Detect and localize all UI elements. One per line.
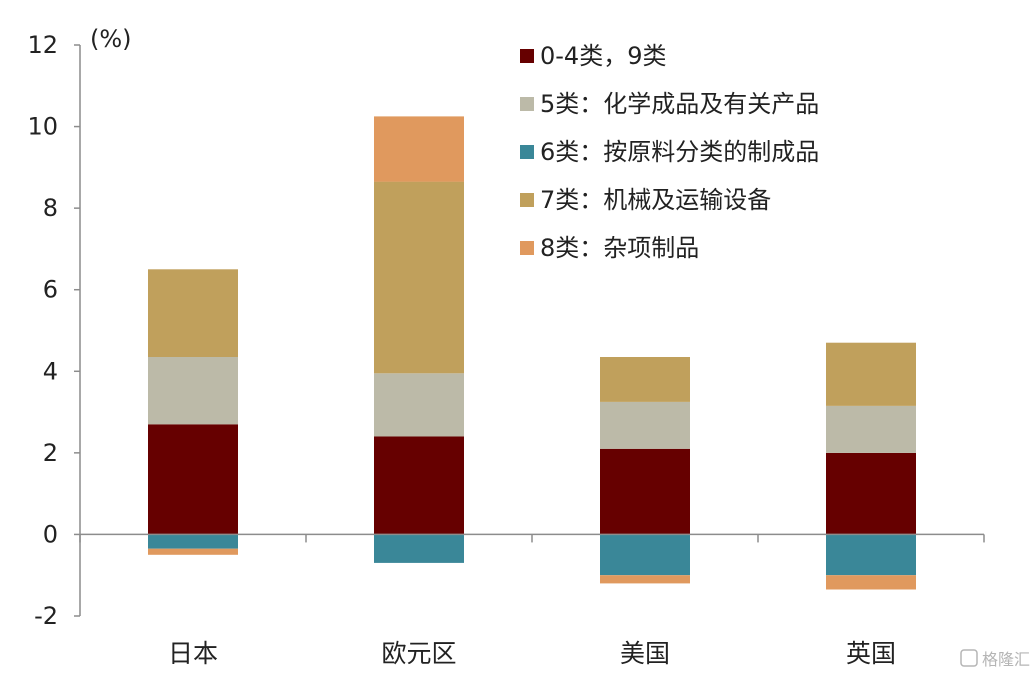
bar-segment xyxy=(374,116,464,182)
bar-segment xyxy=(374,534,464,563)
bar-segment xyxy=(600,357,690,402)
bar-segment xyxy=(148,424,238,535)
y-tick-label: -2 xyxy=(34,602,58,630)
x-category-label: 英国 xyxy=(846,639,896,668)
legend-label: 6类：按原料分类的制成品 xyxy=(540,138,819,166)
y-tick-label: 10 xyxy=(27,113,58,141)
legend-label: 7类：机械及运输设备 xyxy=(540,186,771,214)
y-tick-label: 4 xyxy=(43,357,58,385)
y-tick-label: 12 xyxy=(27,31,58,59)
legend-label: 8类：杂项制品 xyxy=(540,234,699,262)
bar-segment xyxy=(374,181,464,374)
legend: 0-4类，9类 5类：化学成品及有关产品 6类：按原料分类的制成品 7类：机械及运输设… xyxy=(520,42,819,262)
y-tick-label: 0 xyxy=(43,520,58,548)
bar-segment xyxy=(148,357,238,425)
watermark-logo-icon xyxy=(960,649,978,667)
legend-swatch xyxy=(520,145,534,159)
bar-segment xyxy=(826,575,916,590)
bar-segment xyxy=(826,534,916,576)
axes-layer: -2 0 2 4 6 8 10 12 日本 欧元区 美国 英国 xyxy=(27,31,985,668)
bars-layer xyxy=(148,116,916,590)
y-unit-label: (%) xyxy=(90,25,132,53)
legend-swatch xyxy=(520,49,534,63)
legend-label: 0-4类，9类 xyxy=(540,42,666,70)
bar-segment xyxy=(600,401,690,449)
bar-segment xyxy=(826,406,916,453)
bar-segment xyxy=(826,452,916,535)
bar-segment xyxy=(600,448,690,535)
bar-segment xyxy=(148,548,238,555)
watermark: 格隆汇 xyxy=(960,649,1030,669)
bar-segment xyxy=(374,436,464,535)
y-tick-label: 2 xyxy=(43,439,58,467)
bar-segment xyxy=(148,534,238,549)
y-tick-label: 8 xyxy=(43,194,58,222)
bar-segment xyxy=(600,534,690,576)
watermark-text: 格隆汇 xyxy=(982,650,1030,669)
bar-segment xyxy=(600,575,690,584)
y-tick-label: 6 xyxy=(43,276,58,304)
bar-segment xyxy=(826,342,916,406)
x-category-label: 欧元区 xyxy=(381,639,456,668)
bar-segment xyxy=(148,269,238,357)
legend-swatch xyxy=(520,193,534,207)
bar-segment xyxy=(374,373,464,437)
x-category-label: 美国 xyxy=(620,639,670,668)
legend-swatch xyxy=(520,241,534,255)
legend-label: 5类：化学成品及有关产品 xyxy=(540,90,819,118)
x-category-label: 日本 xyxy=(168,639,218,668)
legend-swatch xyxy=(520,97,534,111)
